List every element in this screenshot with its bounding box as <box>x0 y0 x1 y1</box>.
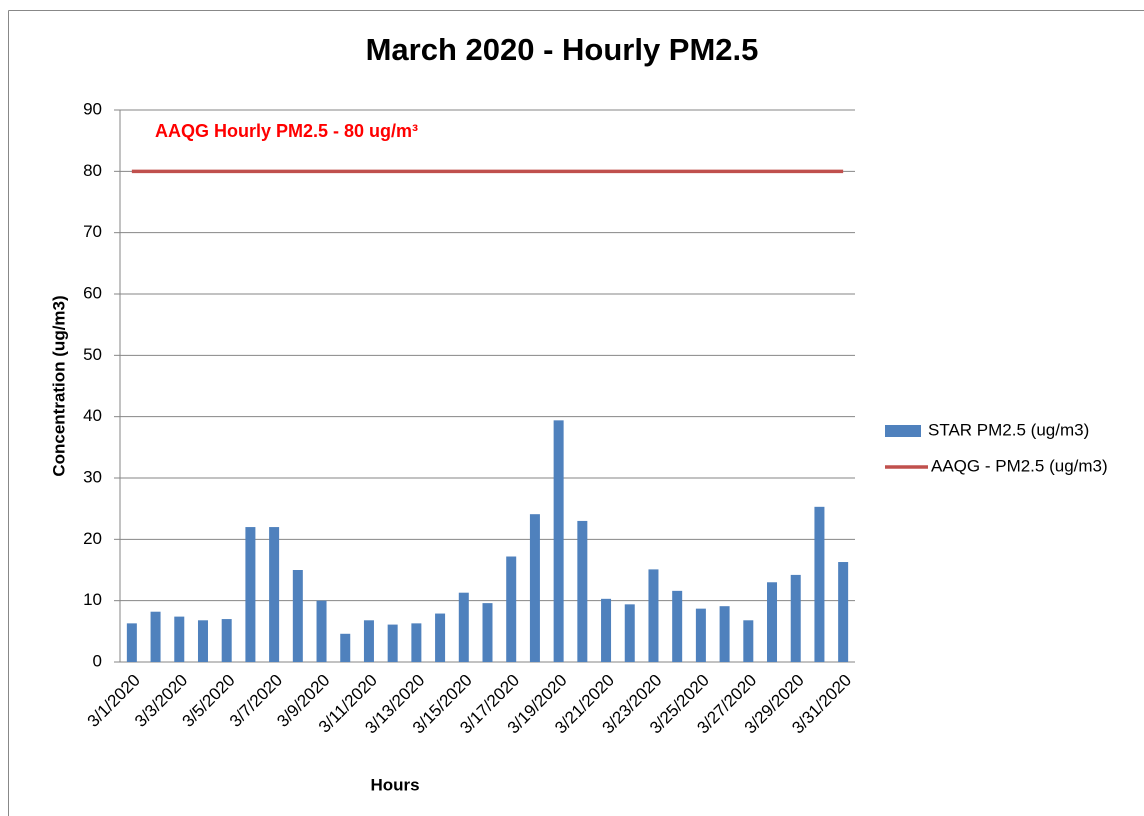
annotation: AAQG Hourly PM2.5 - 80 ug/m³ <box>155 121 418 141</box>
legend-swatch <box>885 425 921 437</box>
bar <box>435 613 446 662</box>
bar <box>150 611 161 662</box>
bar <box>292 570 303 662</box>
y-tick-label: 10 <box>83 590 102 609</box>
y-tick-label: 70 <box>83 222 102 241</box>
bar <box>340 633 351 662</box>
y-tick-label: 20 <box>83 529 102 548</box>
bar <box>672 590 683 662</box>
bar <box>411 623 422 662</box>
bar <box>814 506 825 662</box>
bar <box>553 420 564 662</box>
bar <box>126 623 137 662</box>
bar <box>719 606 730 662</box>
bar <box>387 624 398 662</box>
bar <box>767 582 778 662</box>
y-tick-label: 80 <box>83 161 102 180</box>
bar <box>363 620 374 662</box>
y-tick-label: 90 <box>83 99 102 118</box>
y-axis-label: Concentration (ug/m3) <box>49 295 68 476</box>
bar <box>529 514 540 662</box>
x-axis-label: Hours <box>370 775 419 794</box>
bar <box>577 520 588 662</box>
bar <box>506 556 517 662</box>
bar <box>269 527 280 662</box>
bar <box>174 616 185 662</box>
y-tick-label: 50 <box>83 345 102 364</box>
bar <box>695 608 706 662</box>
bar <box>245 527 256 662</box>
y-tick-label: 60 <box>83 283 102 302</box>
bar <box>316 600 327 662</box>
bar <box>624 604 635 662</box>
bar <box>482 603 493 662</box>
bar <box>197 620 208 662</box>
bar <box>838 562 849 662</box>
bar <box>743 620 754 662</box>
bar <box>601 598 612 662</box>
bar <box>790 574 801 662</box>
bar <box>458 592 469 662</box>
y-tick-label: 0 <box>93 651 102 670</box>
y-tick-label: 30 <box>83 467 102 486</box>
legend-label: STAR PM2.5 (ug/m3) <box>928 420 1089 439</box>
bar <box>648 569 659 662</box>
chart-title: March 2020 - Hourly PM2.5 <box>366 32 759 67</box>
y-tick-label: 40 <box>83 406 102 425</box>
legend-label: AAQG - PM2.5 (ug/m3) <box>931 456 1108 475</box>
bar <box>221 619 232 662</box>
